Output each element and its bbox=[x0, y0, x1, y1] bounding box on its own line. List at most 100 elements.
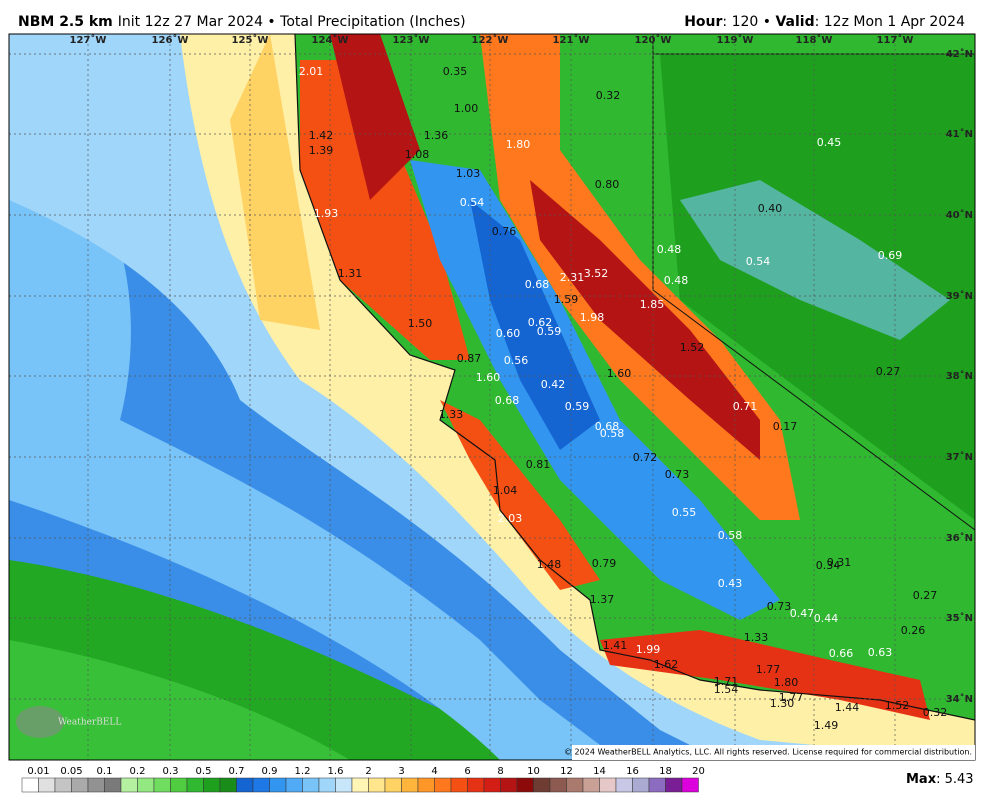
valley-core bbox=[470, 200, 600, 450]
hour-label: Hour bbox=[684, 14, 722, 30]
lat-label: 40˚N bbox=[946, 209, 973, 221]
logo-text: WeatherBELL bbox=[58, 718, 121, 728]
point-value: 0.60 bbox=[496, 327, 521, 340]
colorbar-label: 6 bbox=[464, 766, 470, 777]
color-swatch bbox=[170, 777, 188, 793]
point-value: 1.41 bbox=[603, 639, 628, 652]
colorbar-label: 0.2 bbox=[130, 766, 146, 777]
valid-label: Valid bbox=[775, 14, 814, 30]
point-value: 0.72 bbox=[633, 451, 658, 464]
color-swatch bbox=[632, 777, 650, 793]
point-value: 0.48 bbox=[664, 274, 689, 287]
point-value: 0.32 bbox=[596, 89, 621, 102]
lon-label: 124˚W bbox=[312, 34, 349, 46]
color-swatch bbox=[401, 777, 419, 793]
point-value: 0.32 bbox=[923, 706, 948, 719]
lat-label: 35˚N bbox=[946, 612, 973, 624]
point-value: 0.68 bbox=[595, 420, 620, 433]
colorbar-label: 0.9 bbox=[262, 766, 278, 777]
lon-label: 127˚W bbox=[70, 34, 107, 46]
color-swatch bbox=[384, 777, 402, 793]
point-value: 0.58 bbox=[718, 529, 743, 542]
lat-label: 41˚N bbox=[946, 128, 973, 140]
max: Max: 5.43 bbox=[906, 772, 974, 787]
point-value: 0.44 bbox=[814, 612, 839, 625]
color-swatch bbox=[500, 777, 518, 793]
point-value: 0.73 bbox=[767, 600, 792, 613]
point-value: 0.76 bbox=[492, 225, 517, 238]
point-value: 0.69 bbox=[878, 249, 903, 262]
colorbar: 0.01 0.05 0.1 0.2 0.3 0.5 0.7 0.9 1.2 1.6 2 3 4 6 8 10 1… bbox=[21, 766, 705, 793]
valid-text: : 12z Mon 1 Apr 2024 bbox=[815, 14, 965, 30]
point-value: 1.62 bbox=[654, 658, 679, 671]
point-value: 0.66 bbox=[829, 647, 854, 660]
point-value: 1.77 bbox=[779, 691, 804, 704]
point-value: 0.79 bbox=[592, 557, 617, 570]
point-value: 1.42 bbox=[309, 129, 334, 142]
colorbar-label: 18 bbox=[659, 766, 672, 777]
colorbar-label: 2 bbox=[365, 766, 371, 777]
color-swatch bbox=[335, 777, 353, 793]
point-value: 2.03 bbox=[498, 512, 523, 525]
lon-label: 119˚W bbox=[717, 34, 754, 46]
lat-label: 39˚N bbox=[946, 290, 973, 302]
lon-label: 120˚W bbox=[635, 34, 672, 46]
point-value: 1.49 bbox=[814, 719, 839, 732]
point-value: 1.80 bbox=[774, 676, 799, 689]
point-value: 1.54 bbox=[714, 683, 739, 696]
point-value: 0.63 bbox=[868, 646, 893, 659]
max-text: : 5.43 bbox=[936, 772, 973, 787]
klamath-band bbox=[330, 34, 420, 200]
color-swatch bbox=[120, 777, 138, 793]
color-swatch bbox=[87, 777, 105, 793]
point-value: 1.50 bbox=[408, 317, 433, 330]
coastline bbox=[294, 34, 975, 721]
color-swatch bbox=[54, 777, 72, 793]
color-swatch bbox=[368, 777, 386, 793]
point-value: 1.33 bbox=[744, 631, 769, 644]
color-swatch bbox=[681, 777, 699, 793]
point-value: 1.71 bbox=[714, 675, 739, 688]
color-swatch bbox=[302, 777, 320, 793]
color-swatch bbox=[615, 777, 633, 793]
santa-lucia-band bbox=[440, 400, 600, 590]
point-value: 0.68 bbox=[525, 278, 550, 291]
point-value: 2.31 bbox=[560, 271, 585, 284]
color-swatch bbox=[417, 777, 435, 793]
color-swatch bbox=[582, 777, 600, 793]
max-label: Max bbox=[906, 772, 937, 787]
point-value: 2.01 bbox=[299, 65, 324, 78]
point-value: 0.55 bbox=[672, 506, 697, 519]
colorbar-label: 1.6 bbox=[328, 766, 344, 777]
color-swatch bbox=[71, 777, 89, 793]
color-swatch bbox=[186, 777, 204, 793]
copyright-bg bbox=[572, 745, 975, 760]
color-swatch bbox=[318, 777, 336, 793]
point-value: 0.35 bbox=[443, 65, 468, 78]
point-value: 1.85 bbox=[640, 298, 665, 311]
point-value: 3.52 bbox=[584, 267, 609, 280]
point-value: 1.60 bbox=[476, 371, 501, 384]
point-value: 0.80 bbox=[595, 178, 620, 191]
hour-text: : 120 • bbox=[722, 14, 775, 30]
color-swatch bbox=[450, 777, 468, 793]
point-value: 0.40 bbox=[758, 202, 783, 215]
point-value: 0.73 bbox=[665, 468, 690, 481]
point-value: 0.17 bbox=[773, 420, 798, 433]
colorbar-label: 1.2 bbox=[295, 766, 311, 777]
point-value: 0.59 bbox=[565, 400, 590, 413]
point-value: 0.59 bbox=[537, 325, 562, 338]
lat-label: 37˚N bbox=[946, 451, 973, 463]
point-value: 1.03 bbox=[456, 167, 481, 180]
point-value: 1.37 bbox=[590, 593, 615, 606]
color-swatch bbox=[137, 777, 155, 793]
point-value: 0.62 bbox=[528, 316, 553, 329]
lon-label: 117˚W bbox=[877, 34, 914, 46]
color-swatch bbox=[665, 777, 683, 793]
lat-label: 34˚N bbox=[946, 693, 973, 705]
point-value: 0.56 bbox=[504, 354, 529, 367]
color-swatch bbox=[38, 777, 56, 793]
colorbar-label: 0.7 bbox=[229, 766, 245, 777]
lon-label: 125˚W bbox=[232, 34, 269, 46]
point-value: 0.43 bbox=[718, 577, 743, 590]
